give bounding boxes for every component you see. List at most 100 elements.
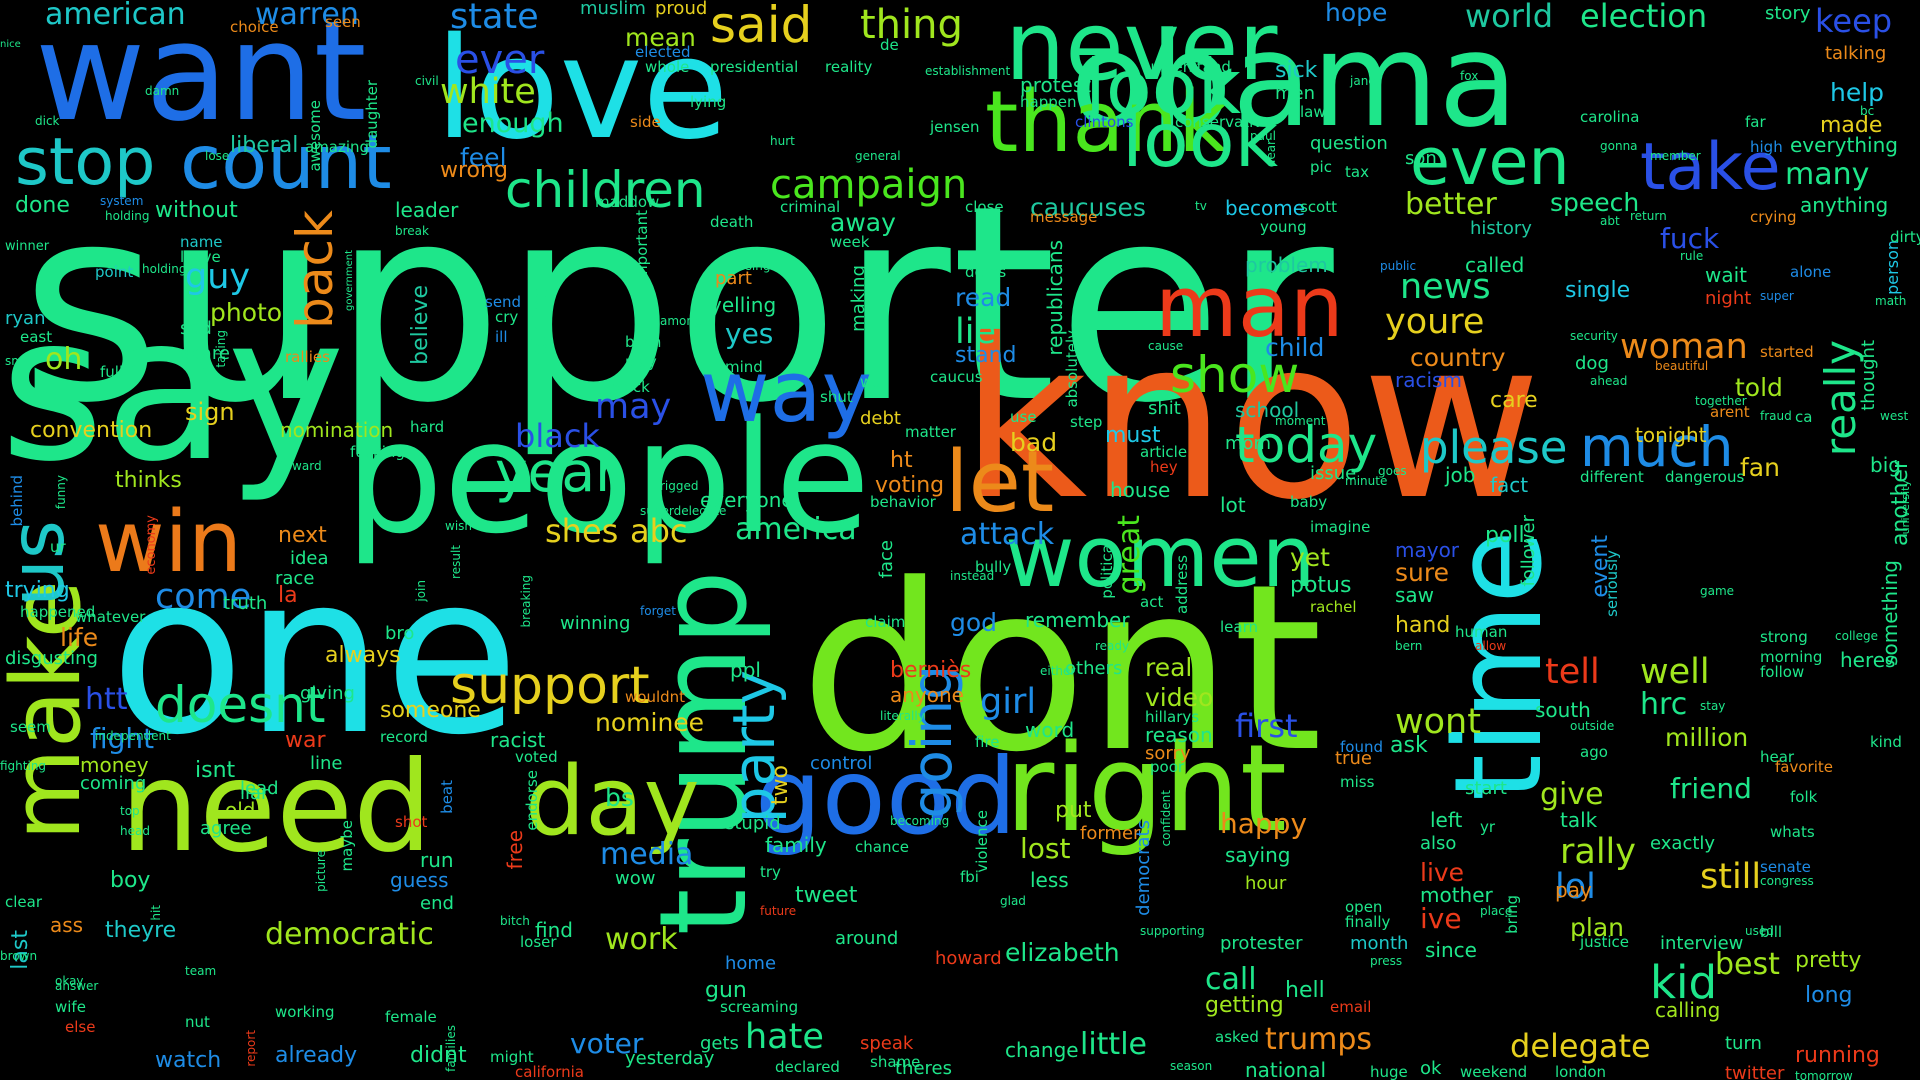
word-happen: happen bbox=[1020, 93, 1077, 111]
word-wow: wow bbox=[615, 868, 656, 889]
word-gun: gun bbox=[705, 978, 747, 1003]
word-imagine: imagine bbox=[1310, 518, 1371, 536]
word-son: son bbox=[1405, 148, 1437, 169]
word-senate: senate bbox=[1760, 858, 1811, 876]
word-address: address bbox=[1173, 555, 1191, 614]
word-care: care bbox=[1490, 388, 1538, 413]
word-tomorrow: tomorrow bbox=[1795, 1069, 1853, 1080]
word-turn: turn bbox=[1725, 1033, 1762, 1054]
word-rachel: rachel bbox=[1310, 598, 1357, 616]
word-superdelegate: superdelegate bbox=[640, 504, 727, 518]
word-send: send bbox=[485, 293, 522, 311]
word-step: step bbox=[1070, 413, 1103, 431]
word-family: family bbox=[765, 833, 827, 857]
word-young: young bbox=[1260, 218, 1307, 236]
word-whole: whole bbox=[645, 58, 690, 76]
word-face: face bbox=[876, 540, 897, 579]
word-women: women bbox=[1005, 508, 1316, 607]
word-home: home bbox=[725, 953, 777, 974]
word-hate: hate bbox=[745, 1017, 824, 1057]
word-rule: rule bbox=[1680, 249, 1704, 263]
word-ur: ur bbox=[50, 538, 66, 556]
word-use: use bbox=[1010, 408, 1037, 426]
word-beat: beat bbox=[438, 780, 456, 814]
word-winning: winning bbox=[560, 613, 631, 634]
word-protest: protest bbox=[1020, 73, 1092, 97]
word-find: find bbox=[535, 918, 573, 942]
word-shit: shit bbox=[1148, 398, 1181, 419]
word-state: state bbox=[450, 0, 539, 37]
word-abc: abc bbox=[630, 512, 688, 550]
word-country: country bbox=[1410, 343, 1506, 372]
word-voted: voted bbox=[515, 748, 558, 766]
word-abt: abt bbox=[1600, 214, 1620, 228]
word-history: history bbox=[1470, 218, 1532, 239]
word-question: question bbox=[1310, 133, 1388, 154]
word-folk: folk bbox=[1790, 788, 1818, 806]
word-thing: thing bbox=[860, 2, 963, 48]
word-protester: protester bbox=[1220, 933, 1303, 954]
word-pretty: pretty bbox=[1795, 948, 1862, 973]
word-race: race bbox=[275, 568, 315, 589]
word-high: high bbox=[1750, 138, 1783, 156]
word-elected: elected bbox=[635, 43, 691, 61]
word-happy: happy bbox=[1220, 807, 1308, 840]
word-lie: lie bbox=[955, 312, 996, 352]
word-caucuses: caucuses bbox=[1030, 193, 1146, 222]
word-ahead: ahead bbox=[1590, 374, 1628, 388]
word-wont: wont bbox=[1395, 702, 1481, 742]
word-free: free bbox=[503, 830, 527, 870]
word-delegate: delegate bbox=[1510, 1027, 1651, 1065]
word-muslim: muslim bbox=[580, 0, 646, 19]
word-wouldnt: wouldnt bbox=[625, 688, 686, 706]
word-told: told bbox=[1735, 373, 1783, 402]
word-others: others bbox=[1065, 658, 1123, 679]
word-million: million bbox=[1665, 723, 1749, 752]
word-voting: voting bbox=[875, 473, 945, 498]
word-made: made bbox=[1820, 113, 1883, 138]
word-didnt: didnt bbox=[410, 1043, 467, 1068]
word-side: side bbox=[630, 113, 661, 131]
word-asked: asked bbox=[1215, 1028, 1259, 1046]
word-need: need bbox=[120, 735, 433, 880]
word-proud: proud bbox=[655, 0, 708, 19]
word-say: say bbox=[0, 273, 346, 506]
word-human: human bbox=[1455, 623, 1508, 641]
word-love: love bbox=[435, 8, 729, 171]
word-never: never bbox=[1005, 0, 1278, 102]
word-stupid: stupid bbox=[725, 813, 781, 834]
word-security: security bbox=[1570, 329, 1618, 343]
word-everything: everything bbox=[1790, 133, 1898, 157]
word-different: different bbox=[1580, 468, 1644, 486]
word-interview: interview bbox=[1660, 933, 1744, 954]
word-record: record bbox=[380, 728, 428, 746]
word-supporter: supporter bbox=[20, 147, 1334, 462]
word-many: many bbox=[1785, 157, 1870, 192]
word-video: video bbox=[1145, 683, 1214, 712]
word-ass: ass bbox=[50, 913, 84, 937]
word-convention: convention bbox=[30, 418, 153, 443]
word-damn: damn bbox=[145, 84, 180, 98]
word-holding: holding bbox=[105, 209, 150, 223]
word-ok: ok bbox=[1420, 1058, 1442, 1079]
word-bully: bully bbox=[975, 558, 1012, 576]
word-white: white bbox=[440, 72, 536, 112]
word-give: give bbox=[1540, 777, 1604, 812]
word-used: used bbox=[1745, 924, 1774, 938]
word-bro: bro bbox=[385, 623, 415, 644]
word-kid: kid bbox=[1650, 956, 1718, 1009]
word-idea: idea bbox=[290, 548, 329, 569]
word-watch: watch bbox=[155, 1048, 222, 1073]
word-work: work bbox=[605, 922, 678, 957]
word-well: well bbox=[1640, 652, 1710, 692]
word-okay: okay bbox=[55, 974, 84, 988]
word-huge: huge bbox=[1370, 1063, 1408, 1080]
word-choice: choice bbox=[230, 18, 279, 36]
word-reality: reality bbox=[825, 58, 873, 76]
word-speak: speak bbox=[860, 1033, 914, 1054]
word-call: call bbox=[1205, 962, 1257, 997]
word-sorry: sorry bbox=[1145, 743, 1191, 764]
word-chance: chance bbox=[855, 838, 909, 856]
word-justice: justice bbox=[1580, 933, 1630, 951]
word-long: long bbox=[1805, 983, 1853, 1008]
